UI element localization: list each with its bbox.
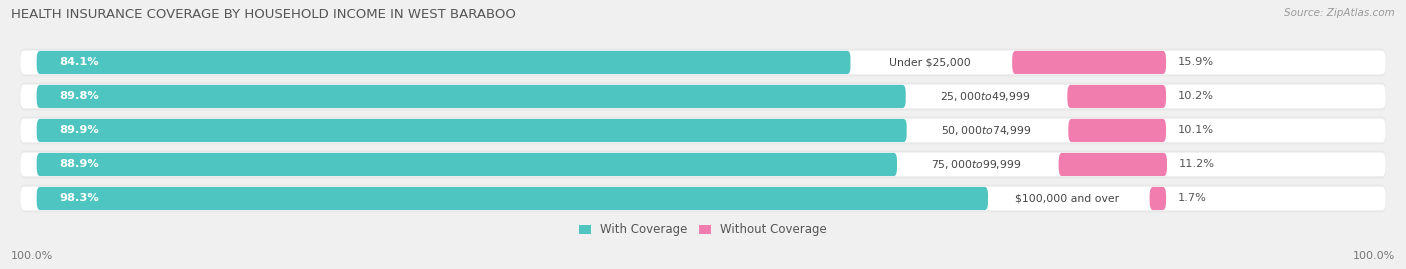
Text: 10.2%: 10.2% xyxy=(1177,91,1213,101)
FancyBboxPatch shape xyxy=(897,154,1056,175)
FancyBboxPatch shape xyxy=(1150,187,1166,210)
Text: HEALTH INSURANCE COVERAGE BY HOUSEHOLD INCOME IN WEST BARABOO: HEALTH INSURANCE COVERAGE BY HOUSEHOLD I… xyxy=(11,8,516,21)
FancyBboxPatch shape xyxy=(37,85,905,108)
FancyBboxPatch shape xyxy=(37,153,897,176)
FancyBboxPatch shape xyxy=(20,84,1386,108)
FancyBboxPatch shape xyxy=(851,52,1008,73)
FancyBboxPatch shape xyxy=(37,187,988,210)
FancyBboxPatch shape xyxy=(1069,119,1166,142)
Text: 89.8%: 89.8% xyxy=(59,91,98,101)
Text: $100,000 and over: $100,000 and over xyxy=(1015,193,1119,203)
FancyBboxPatch shape xyxy=(20,187,1386,210)
FancyBboxPatch shape xyxy=(988,188,1146,209)
Text: 88.9%: 88.9% xyxy=(59,160,98,169)
Text: 10.1%: 10.1% xyxy=(1177,125,1213,136)
FancyBboxPatch shape xyxy=(20,51,1386,74)
FancyBboxPatch shape xyxy=(905,86,1064,107)
FancyBboxPatch shape xyxy=(20,48,1386,76)
Text: $25,000 to $49,999: $25,000 to $49,999 xyxy=(939,90,1031,103)
Text: 89.9%: 89.9% xyxy=(59,125,98,136)
Text: 15.9%: 15.9% xyxy=(1177,58,1213,68)
Text: Under $25,000: Under $25,000 xyxy=(889,58,970,68)
FancyBboxPatch shape xyxy=(20,116,1386,144)
FancyBboxPatch shape xyxy=(20,83,1386,110)
FancyBboxPatch shape xyxy=(1059,153,1167,176)
FancyBboxPatch shape xyxy=(1067,85,1166,108)
FancyBboxPatch shape xyxy=(20,119,1386,142)
FancyBboxPatch shape xyxy=(1012,51,1166,74)
Text: 11.2%: 11.2% xyxy=(1178,160,1215,169)
Text: 100.0%: 100.0% xyxy=(1353,251,1395,261)
Text: 98.3%: 98.3% xyxy=(59,193,98,203)
Text: Source: ZipAtlas.com: Source: ZipAtlas.com xyxy=(1284,8,1395,18)
FancyBboxPatch shape xyxy=(37,51,851,74)
Text: 100.0%: 100.0% xyxy=(11,251,53,261)
FancyBboxPatch shape xyxy=(20,185,1386,213)
Text: 1.7%: 1.7% xyxy=(1177,193,1206,203)
Text: $75,000 to $99,999: $75,000 to $99,999 xyxy=(931,158,1021,171)
Legend: With Coverage, Without Coverage: With Coverage, Without Coverage xyxy=(579,223,827,236)
FancyBboxPatch shape xyxy=(37,119,907,142)
FancyBboxPatch shape xyxy=(20,153,1386,176)
FancyBboxPatch shape xyxy=(907,120,1064,141)
Text: $50,000 to $74,999: $50,000 to $74,999 xyxy=(941,124,1031,137)
Text: 84.1%: 84.1% xyxy=(59,58,98,68)
FancyBboxPatch shape xyxy=(20,151,1386,178)
